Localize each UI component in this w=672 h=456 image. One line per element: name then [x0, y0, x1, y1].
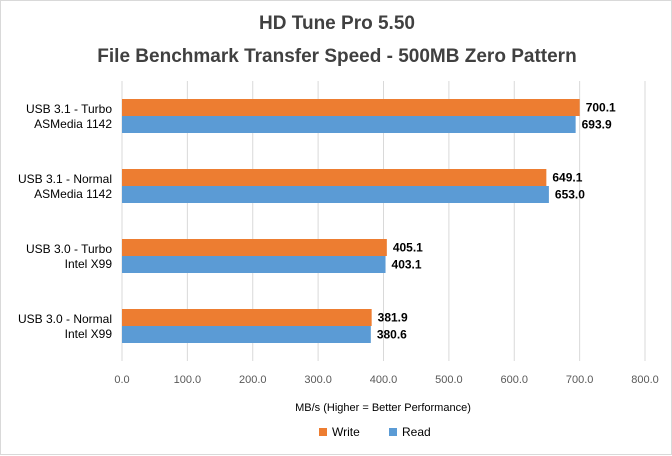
chart-subtitle: File Benchmark Transfer Speed - 500MB Ze… — [97, 46, 576, 67]
category-label-line: Intel X99 — [65, 257, 113, 271]
x-tick-label: 300.0 — [304, 374, 332, 386]
x-tick-label: 700.0 — [566, 374, 594, 386]
data-label-write: 405.1 — [393, 241, 423, 255]
data-label-read: 403.1 — [392, 258, 422, 272]
bar-write — [122, 239, 387, 256]
category-label-line: USB 3.1 - Turbo — [26, 102, 112, 116]
category-label-line: USB 3.0 - Turbo — [26, 242, 112, 256]
bar-write — [122, 99, 580, 116]
bars — [122, 99, 580, 343]
chart-title: HD Tune Pro 5.50 — [259, 13, 415, 34]
category-label: USB 3.1 - Turbo ASMedia 1142 — [26, 102, 112, 131]
data-label-read: 653.0 — [555, 188, 585, 202]
x-tick-label: 800.0 — [631, 374, 659, 386]
category-label-line: USB 3.1 - Normal — [18, 172, 112, 186]
x-axis-title: MB/s (Higher = Better Performance) — [295, 402, 471, 414]
x-tick-label: 600.0 — [500, 374, 528, 386]
data-labels: 700.1 693.9 649.1 653.0 405.1 403.1 381.9 380.6 — [377, 101, 616, 342]
category-label-line: ASMedia 1142 — [34, 117, 112, 131]
legend-label-write: Write — [332, 425, 360, 439]
category-label-line: ASMedia 1142 — [34, 187, 112, 201]
bar-read — [122, 116, 576, 133]
bar-write — [122, 309, 372, 326]
data-label-read: 380.6 — [377, 328, 407, 342]
bar-write — [122, 169, 547, 186]
bar-read — [122, 256, 386, 273]
x-tick-label: 500.0 — [435, 374, 463, 386]
data-label-write: 700.1 — [586, 101, 616, 115]
category-label-line: Intel X99 — [65, 327, 113, 341]
legend-swatch-read — [389, 428, 397, 436]
category-label: USB 3.0 - Normal Intel X99 — [18, 312, 112, 341]
category-label: USB 3.1 - Normal ASMedia 1142 — [18, 172, 112, 201]
x-tick-label: 400.0 — [370, 374, 398, 386]
legend-swatch-write — [319, 428, 327, 436]
data-label-write: 381.9 — [378, 311, 408, 325]
x-tick-label: 200.0 — [239, 374, 267, 386]
data-label-read: 693.9 — [582, 118, 612, 132]
bar-read — [122, 186, 549, 203]
x-tick-label: 0.0 — [114, 374, 129, 386]
category-label: USB 3.0 - Turbo Intel X99 — [26, 242, 112, 271]
legend-label-read: Read — [402, 425, 431, 439]
bar-read — [122, 326, 371, 343]
legend: Write Read — [319, 425, 431, 439]
category-label-line: USB 3.0 - Normal — [18, 312, 112, 326]
x-tick-label: 100.0 — [174, 374, 202, 386]
x-tick-labels: 0.0 100.0 200.0 300.0 400.0 500.0 600.0 700.0 80… — [114, 374, 658, 386]
data-label-write: 649.1 — [552, 171, 582, 185]
